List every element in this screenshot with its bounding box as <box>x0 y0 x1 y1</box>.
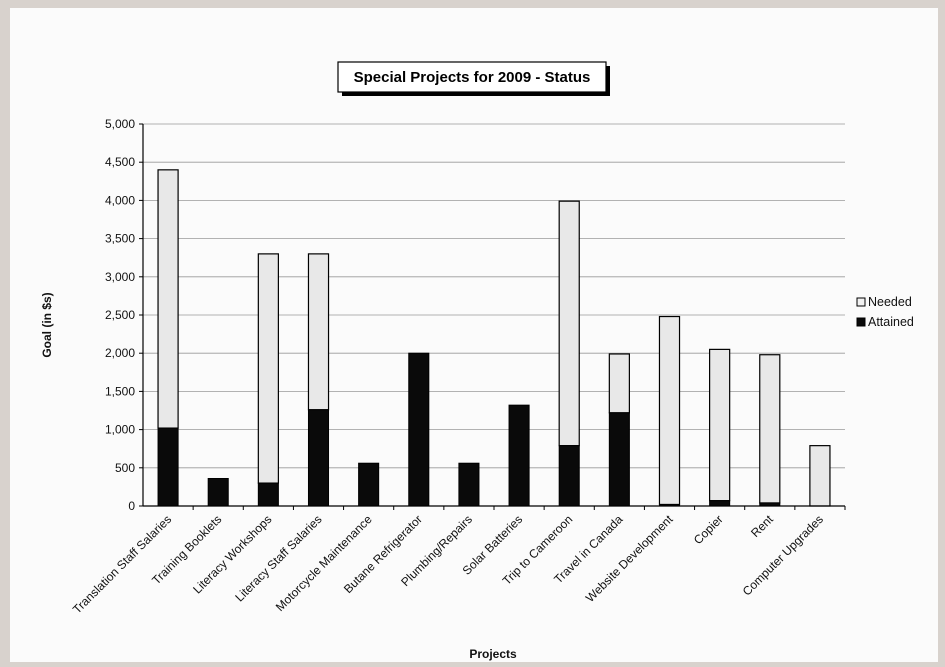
bar-attained <box>608 412 630 507</box>
legend-swatch-attained <box>856 317 866 327</box>
bar-attained <box>207 477 229 507</box>
y-tick-label: 3,000 <box>105 270 135 284</box>
y-axis-title: Goal (in $s) <box>40 292 54 357</box>
bars <box>157 169 831 507</box>
chart-title-box: Special Projects for 2009 - Status <box>337 61 610 96</box>
bar-needed <box>658 315 681 506</box>
bar-attained <box>358 462 380 507</box>
y-tick-label: 500 <box>115 461 135 475</box>
x-tick-label: Copier <box>691 512 726 547</box>
y-tick-label: 1,500 <box>105 384 135 398</box>
legend-label-attained: Attained <box>868 315 914 329</box>
bar-needed <box>759 354 781 504</box>
bar-needed <box>307 253 330 411</box>
x-tick-label: Rent <box>748 512 776 540</box>
legend-swatch-needed <box>856 297 866 307</box>
bar-attained <box>157 427 179 507</box>
y-axis-ticks: 0 500 1,000 1,500 2,000 2,500 3,000 3,500 4,000 4… <box>105 117 143 513</box>
bar-needed <box>608 353 630 414</box>
bar-attained <box>458 462 480 507</box>
bar-needed <box>157 169 179 429</box>
bar-attained <box>257 482 279 507</box>
x-tick-label: Motorcycle Maintenance <box>273 512 375 614</box>
y-tick-label: 4,500 <box>105 155 135 169</box>
gridlines <box>143 123 845 469</box>
y-tick-label: 4,000 <box>105 193 135 207</box>
bar-attained <box>558 445 580 507</box>
bar-attained <box>709 500 731 507</box>
bar-needed <box>558 200 580 447</box>
y-tick-label: 2,500 <box>105 308 135 322</box>
bar-attained <box>307 409 330 507</box>
y-tick-label: 0 <box>128 499 135 513</box>
x-tick-label: Website Development <box>583 512 676 605</box>
chart-title: Special Projects for 2009 - Status <box>354 69 591 86</box>
x-tick-label: Translation Staff Salaries <box>70 512 174 616</box>
y-tick-label: 5,000 <box>105 117 135 131</box>
bar-needed <box>709 348 731 502</box>
bar-needed <box>809 445 831 507</box>
bar-attained <box>508 404 530 507</box>
legend-label-needed: Needed <box>868 295 912 309</box>
chart: Special Projects for 2009 - Status Goal … <box>40 61 914 661</box>
y-tick-label: 3,500 <box>105 232 135 246</box>
x-tick-label: Literacy Staff Salaries <box>232 512 324 604</box>
y-tick-label: 1,000 <box>105 423 135 437</box>
legend: Needed Attained <box>856 295 914 329</box>
x-axis-title: Projects <box>469 647 517 661</box>
bar-attained <box>408 352 430 507</box>
bar-needed <box>257 253 279 484</box>
chart-frame: Special Projects for 2009 - Status Goal … <box>10 8 938 662</box>
y-tick-label: 2,000 <box>105 346 135 360</box>
